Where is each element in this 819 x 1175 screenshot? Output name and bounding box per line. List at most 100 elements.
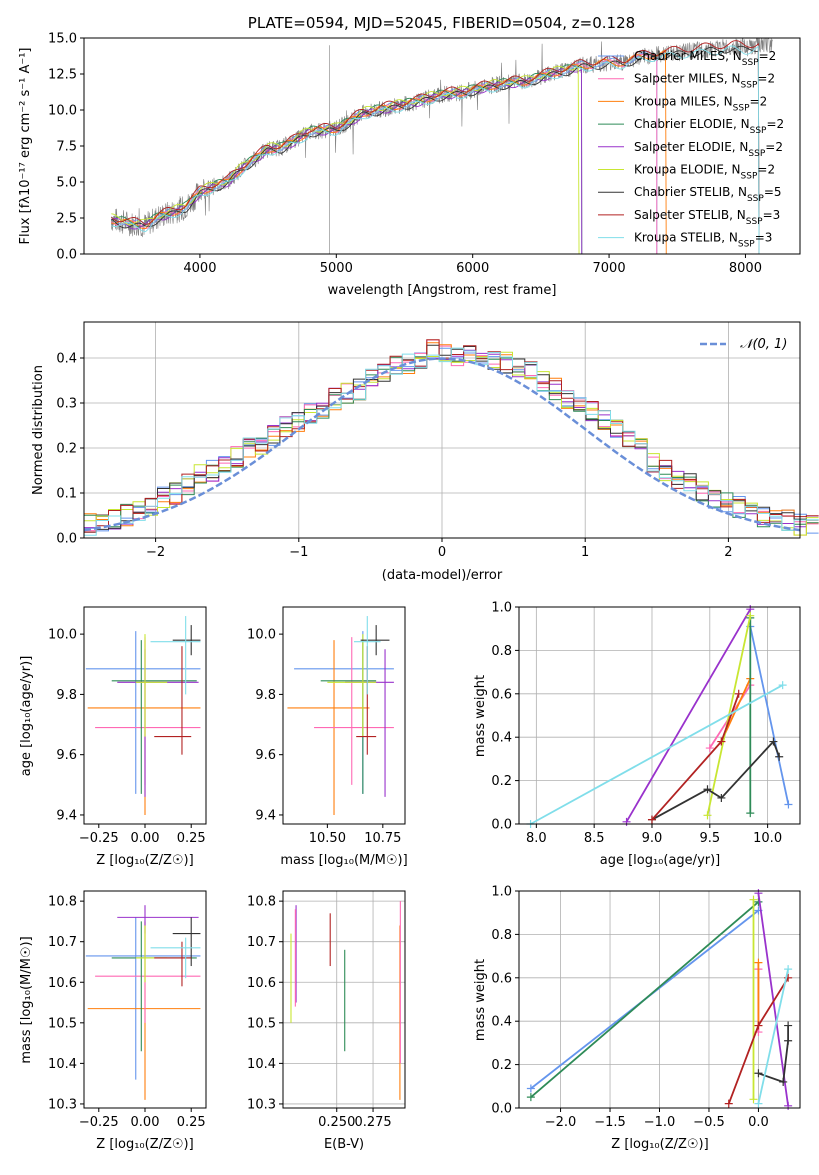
x-tick-label: 0.25 xyxy=(177,831,206,846)
residuals-panel: −2 −1 0 1 2 0.0 0.1 0.2 0.3 0.4 (data-model)/erro… xyxy=(31,321,819,583)
x-tick-label: −1.5 xyxy=(594,1115,626,1130)
spectrum-axes-frame xyxy=(83,37,801,255)
y-tick-label: 9.8 xyxy=(255,688,276,703)
weight-marker xyxy=(754,1021,763,1030)
x-tick-label: −1 xyxy=(289,545,308,560)
x-tick-label: 10.0 xyxy=(753,831,782,846)
legend-label: Chabrier STELIB, NSSP=5 xyxy=(634,185,782,204)
weight-vs-age-plot-area: 8.0 8.5 9.0 9.5 10.0 0.0 0.2 0.4 0.6 0.8 1.0 xyxy=(491,601,800,846)
model-spectrum-line xyxy=(111,45,760,254)
spectrum-ylabel: Flux [fλ10⁻¹⁷ erg cm⁻² s⁻¹ A⁻¹] xyxy=(18,48,33,245)
y-tick-label: 10.0 xyxy=(48,628,77,643)
residual-histogram xyxy=(83,344,819,538)
weight-marker xyxy=(775,752,784,761)
mass-vs-EBV-plot-area: 0.250 0.275 10.3 10.4 10.5 10.6 10.7 10.8 xyxy=(247,891,405,1130)
weight-vs-Z-ylabel: mass weight xyxy=(473,959,488,1041)
age-vs-Z-plot-area: −0.25 0.00 0.25 9.4 9.6 9.8 10.0 xyxy=(48,616,206,846)
y-tick-label: 10.0 xyxy=(48,104,77,119)
y-tick-label: 0.6 xyxy=(491,971,512,986)
weight-marker xyxy=(754,1099,763,1108)
residuals-axes-frame xyxy=(83,321,801,539)
weight-vs-age-ylabel: mass weight xyxy=(473,675,488,757)
residual-histogram xyxy=(83,345,819,538)
x-tick-label: 0.250 xyxy=(318,1115,355,1130)
x-tick-label: 9.5 xyxy=(699,831,720,846)
weight-vs-Z-axes-frame xyxy=(518,890,801,1109)
model-spectrum-line xyxy=(111,68,583,254)
weight-vs-Z-plot-area: −2.0 −1.5 −1.0 −0.5 0.0 0.0 0.2 0.4 0.6 0.8 1.0 xyxy=(491,885,800,1130)
weight-marker xyxy=(526,1084,535,1093)
model-spectrum-line xyxy=(111,49,667,254)
weight-marker xyxy=(746,611,755,620)
weight-marker xyxy=(749,895,758,904)
y-tick-label: 9.8 xyxy=(56,688,77,703)
age-vs-mass-panel: 10.50 10.75 9.4 9.6 9.8 10.0 mass [log₁₀(M/M☉… xyxy=(247,606,408,868)
age-vs-Z-xlabel: Z [log₁₀(Z/Z☉)] xyxy=(96,853,193,868)
y-tick-label: 1.0 xyxy=(491,885,512,900)
weight-marker xyxy=(746,809,755,818)
weight-vs-Z-panel: −2.0 −1.5 −1.0 −0.5 0.0 0.0 0.2 0.4 0.6 0.8 1.0 Z … xyxy=(473,885,801,1152)
x-tick-label: 2 xyxy=(724,545,732,560)
y-tick-label: 0.6 xyxy=(491,687,512,702)
weight-line xyxy=(757,968,789,1104)
weight-marker xyxy=(717,737,726,746)
mass-vs-EBV-axes-frame xyxy=(282,890,406,1109)
residual-histogram xyxy=(83,351,819,538)
weight-marker xyxy=(622,817,631,826)
residuals-xlabel: (data-model)/error xyxy=(382,568,503,583)
legend-label: Kroupa MILES, NSSP=2 xyxy=(634,94,767,113)
y-tick-label: 0.2 xyxy=(491,1058,512,1073)
gaussian-curve xyxy=(83,357,801,532)
legend-label: Salpeter ELODIE, NSSP=2 xyxy=(634,140,783,159)
model-spectrum-line xyxy=(111,45,760,254)
y-tick-label: 0.1 xyxy=(56,487,77,502)
x-tick-label: −1.0 xyxy=(644,1115,676,1130)
y-tick-label: 0.0 xyxy=(491,818,512,833)
y-tick-label: 10.6 xyxy=(247,976,276,991)
weight-marker xyxy=(754,1069,763,1078)
weight-marker xyxy=(717,793,726,802)
legend-label: Salpeter STELIB, NSSP=3 xyxy=(634,208,780,227)
y-tick-label: 2.5 xyxy=(56,212,77,227)
y-tick-label: 10.8 xyxy=(48,895,77,910)
y-tick-label: 10.3 xyxy=(48,1097,77,1112)
residual-histogram xyxy=(83,347,819,538)
y-tick-label: 10.8 xyxy=(247,895,276,910)
weight-marker xyxy=(734,689,743,698)
residual-histogram xyxy=(83,342,819,538)
spectrum-data xyxy=(110,38,773,254)
weight-marker xyxy=(784,1021,793,1030)
y-tick-label: 0.2 xyxy=(491,774,512,789)
x-tick-label: 5000 xyxy=(320,261,353,276)
x-tick-label: −0.25 xyxy=(79,1115,119,1130)
y-tick-label: 10.0 xyxy=(247,628,276,643)
weight-marker xyxy=(703,811,712,820)
y-tick-label: 10.5 xyxy=(48,1016,77,1031)
y-tick-label: 0.4 xyxy=(491,731,512,746)
x-tick-label: 0.0 xyxy=(748,1115,769,1130)
x-tick-label: 1 xyxy=(581,545,589,560)
model-spectrum-line xyxy=(111,51,658,254)
weight-marker xyxy=(784,965,793,974)
weight-marker xyxy=(724,1099,733,1108)
mass-vs-Z-ylabel: mass [log₁₀(M/M☉)] xyxy=(19,936,34,1063)
x-tick-label: 4000 xyxy=(183,261,216,276)
x-tick-label: 8.5 xyxy=(584,831,605,846)
spectrum-plot-area: 4000 5000 6000 7000 8000 0.0 2.5 5.0 7.5 10.0 12.5… xyxy=(48,32,773,276)
spectrum-xlabel: wavelength [Angstrom, rest frame] xyxy=(328,283,557,298)
x-tick-label: 6000 xyxy=(456,261,489,276)
y-tick-label: 5.0 xyxy=(56,176,77,191)
y-tick-label: 0.0 xyxy=(56,532,77,547)
y-tick-label: 9.6 xyxy=(56,748,77,763)
x-tick-label: 7000 xyxy=(593,261,626,276)
model-spectrum-line xyxy=(111,64,583,254)
x-tick-label: 9.0 xyxy=(642,831,663,846)
mass-vs-Z-axes-frame xyxy=(83,890,207,1109)
gaussian-legend-label: 𝒩(0, 1) xyxy=(740,337,787,352)
weight-marker xyxy=(769,737,778,746)
y-tick-label: 10.4 xyxy=(48,1057,77,1072)
x-tick-label: 0 xyxy=(438,545,446,560)
y-tick-label: 10.7 xyxy=(247,935,276,950)
x-tick-label: 8000 xyxy=(729,261,762,276)
